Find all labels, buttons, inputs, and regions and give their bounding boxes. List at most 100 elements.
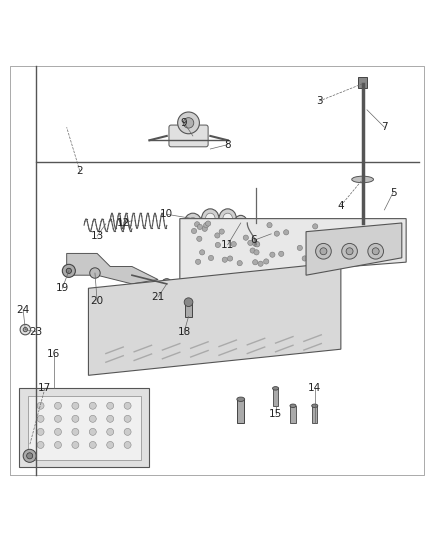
Circle shape xyxy=(254,241,259,246)
Circle shape xyxy=(37,402,44,409)
Circle shape xyxy=(72,441,79,448)
Ellipse shape xyxy=(352,176,374,183)
Ellipse shape xyxy=(184,213,201,233)
Circle shape xyxy=(254,250,259,255)
Circle shape xyxy=(279,251,284,256)
Polygon shape xyxy=(67,254,158,284)
Circle shape xyxy=(208,255,214,261)
Circle shape xyxy=(202,226,207,231)
Circle shape xyxy=(90,268,100,278)
Circle shape xyxy=(314,256,320,262)
Circle shape xyxy=(346,248,353,255)
Ellipse shape xyxy=(234,215,247,231)
Circle shape xyxy=(250,248,255,253)
Circle shape xyxy=(178,112,199,134)
Circle shape xyxy=(124,402,131,409)
Circle shape xyxy=(197,236,202,241)
Circle shape xyxy=(346,239,351,245)
Circle shape xyxy=(184,298,193,306)
Text: 20: 20 xyxy=(91,296,104,306)
Circle shape xyxy=(107,441,114,448)
Circle shape xyxy=(89,429,96,435)
Circle shape xyxy=(267,222,272,228)
Circle shape xyxy=(368,244,384,259)
Circle shape xyxy=(254,242,260,247)
Circle shape xyxy=(204,223,209,228)
Circle shape xyxy=(302,256,307,261)
Circle shape xyxy=(54,441,61,448)
Text: 15: 15 xyxy=(269,409,282,419)
Circle shape xyxy=(20,325,31,335)
Circle shape xyxy=(339,236,345,241)
Circle shape xyxy=(258,261,263,266)
Circle shape xyxy=(348,243,353,248)
Circle shape xyxy=(360,255,366,260)
Ellipse shape xyxy=(219,209,237,229)
Circle shape xyxy=(89,402,96,409)
Circle shape xyxy=(205,221,211,226)
Circle shape xyxy=(388,229,393,234)
Circle shape xyxy=(320,248,327,255)
Circle shape xyxy=(313,224,318,229)
Circle shape xyxy=(376,253,381,259)
Circle shape xyxy=(389,230,394,236)
Circle shape xyxy=(23,327,28,332)
Circle shape xyxy=(382,225,388,230)
Circle shape xyxy=(215,243,220,247)
Ellipse shape xyxy=(205,213,215,224)
Text: 10: 10 xyxy=(160,209,173,219)
Circle shape xyxy=(268,220,275,227)
Text: 13: 13 xyxy=(91,231,104,241)
Ellipse shape xyxy=(312,404,318,408)
Circle shape xyxy=(243,235,248,240)
Circle shape xyxy=(54,402,61,409)
Circle shape xyxy=(37,441,44,448)
Circle shape xyxy=(222,257,227,262)
Circle shape xyxy=(253,260,258,265)
Circle shape xyxy=(191,229,197,233)
Text: 2: 2 xyxy=(76,166,83,176)
Circle shape xyxy=(219,229,224,234)
Polygon shape xyxy=(180,219,406,279)
Text: 6: 6 xyxy=(251,236,257,245)
Polygon shape xyxy=(88,262,341,375)
Text: 3: 3 xyxy=(316,96,322,106)
Text: 12: 12 xyxy=(117,218,130,228)
Text: 21: 21 xyxy=(152,292,165,302)
Circle shape xyxy=(124,441,131,448)
Ellipse shape xyxy=(223,213,233,224)
Circle shape xyxy=(124,429,131,435)
Ellipse shape xyxy=(272,386,279,390)
Circle shape xyxy=(107,402,114,409)
Circle shape xyxy=(231,241,237,247)
Ellipse shape xyxy=(290,404,296,408)
Text: 19: 19 xyxy=(56,283,69,293)
Circle shape xyxy=(348,255,353,261)
Circle shape xyxy=(194,222,200,227)
Bar xyxy=(28,396,141,460)
Circle shape xyxy=(330,245,336,250)
Circle shape xyxy=(315,258,321,263)
Circle shape xyxy=(37,415,44,422)
Circle shape xyxy=(297,245,302,251)
Ellipse shape xyxy=(237,397,245,401)
Bar xyxy=(237,399,244,423)
Circle shape xyxy=(89,415,96,422)
Circle shape xyxy=(270,252,275,257)
Circle shape xyxy=(72,415,79,422)
Circle shape xyxy=(283,230,289,235)
Circle shape xyxy=(340,238,345,243)
Circle shape xyxy=(311,262,317,267)
Circle shape xyxy=(89,441,96,448)
FancyBboxPatch shape xyxy=(169,125,208,147)
Bar xyxy=(268,223,275,240)
Polygon shape xyxy=(306,223,402,275)
Bar xyxy=(312,406,318,423)
Circle shape xyxy=(237,261,242,266)
Circle shape xyxy=(372,248,379,255)
Circle shape xyxy=(62,264,75,277)
Circle shape xyxy=(200,250,205,255)
Circle shape xyxy=(197,224,202,230)
Text: 8: 8 xyxy=(224,140,231,150)
Bar xyxy=(273,389,278,406)
